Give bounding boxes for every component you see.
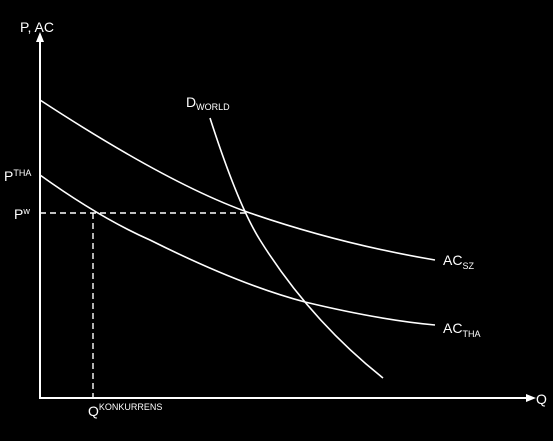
p-w-label: Pw (14, 206, 30, 222)
x-arrow (526, 394, 536, 402)
ac-tha-label: ACTHA (443, 320, 480, 339)
x-axis-label: Q (536, 391, 547, 407)
p-tha-label: PTHA (4, 168, 31, 184)
q-konkurrens-label: QKONKURRENS (88, 402, 162, 419)
y-axis-label: P, AC (20, 19, 54, 35)
demand-curve (209, 117, 384, 379)
ac-tha-curve (39, 174, 436, 326)
ac-sz-label: ACSZ (443, 252, 474, 271)
ac-sz-curve (39, 99, 436, 261)
y-arrow (36, 32, 44, 42)
demand-label: DWORLD (186, 94, 230, 112)
